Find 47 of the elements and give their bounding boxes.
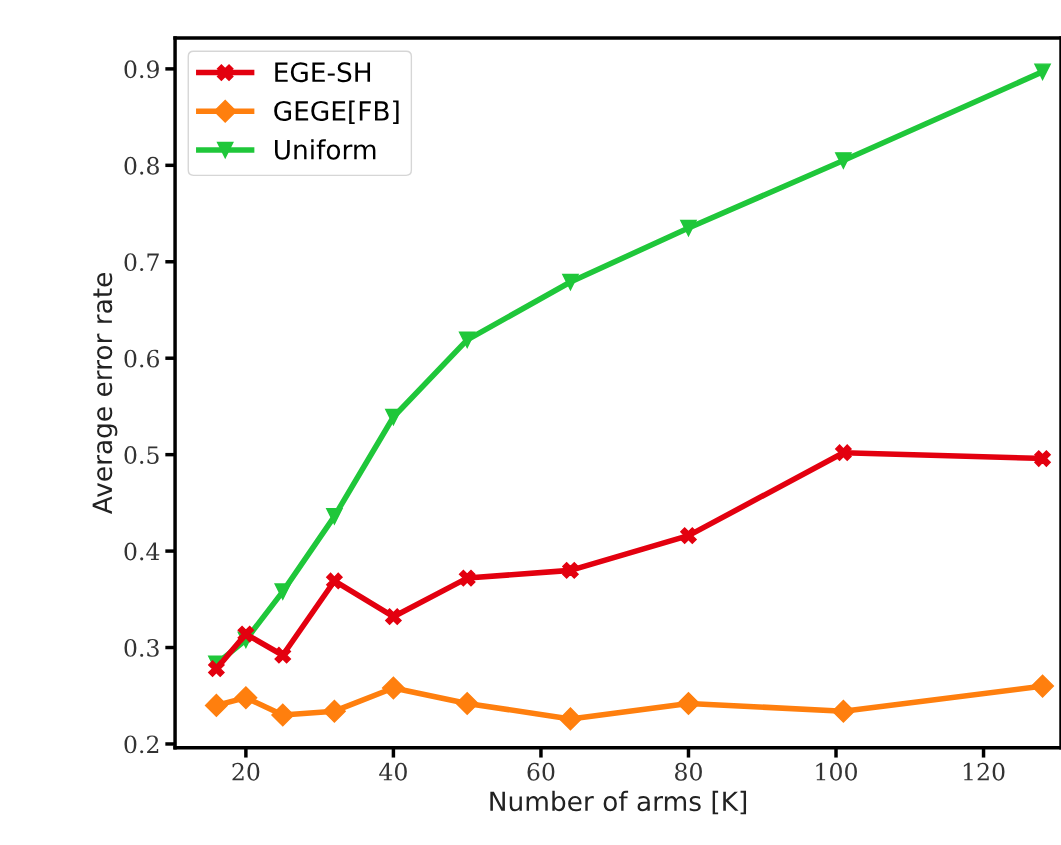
x-tick-label: 20 [232,762,260,781]
point [558,707,582,731]
point [208,660,225,678]
x-tick-label: 80 [675,762,702,781]
point [1031,674,1055,698]
y-tick-label: 0.9 [124,60,159,79]
point [831,699,855,723]
point [381,676,405,700]
legend-label: Uniform [275,139,376,160]
point [322,699,346,723]
point [274,583,292,600]
legend-label: EGE-SH [275,62,371,83]
point [835,444,852,462]
x-axis-title: Number of arms [K] [490,790,747,815]
y-tick-label: 0.6 [124,349,159,368]
point [562,273,579,291]
point [385,608,402,626]
point [455,691,479,715]
point [274,646,292,664]
y-axis-title: Average error rate [92,273,118,515]
y-tick-label: 0.8 [124,156,159,175]
point [1034,450,1051,467]
y-tick-label: 0.5 [124,446,159,464]
x-tick-label: 40 [379,762,407,781]
y-tick-label: 0.2 [124,735,159,754]
x-tick-label: 120 [963,762,1005,781]
x-tick-label: 60 [527,762,555,781]
y-tick-label: 0.3 [124,638,159,657]
point [385,408,402,426]
point [458,569,476,587]
point [234,686,258,710]
point [271,703,295,727]
point [835,152,852,169]
point [204,693,228,717]
point [326,508,343,525]
y-tick-label: 0.7 [124,253,159,272]
x-tick-label: 100 [816,762,857,781]
point [1034,63,1051,81]
point [562,562,579,579]
point [676,691,700,715]
point [237,625,255,643]
y-tick-label: 0.4 [124,542,160,561]
point [680,219,697,237]
point [680,527,697,544]
legend-label: GEGE[FB] [274,100,399,125]
point [326,572,343,590]
point [458,331,476,349]
